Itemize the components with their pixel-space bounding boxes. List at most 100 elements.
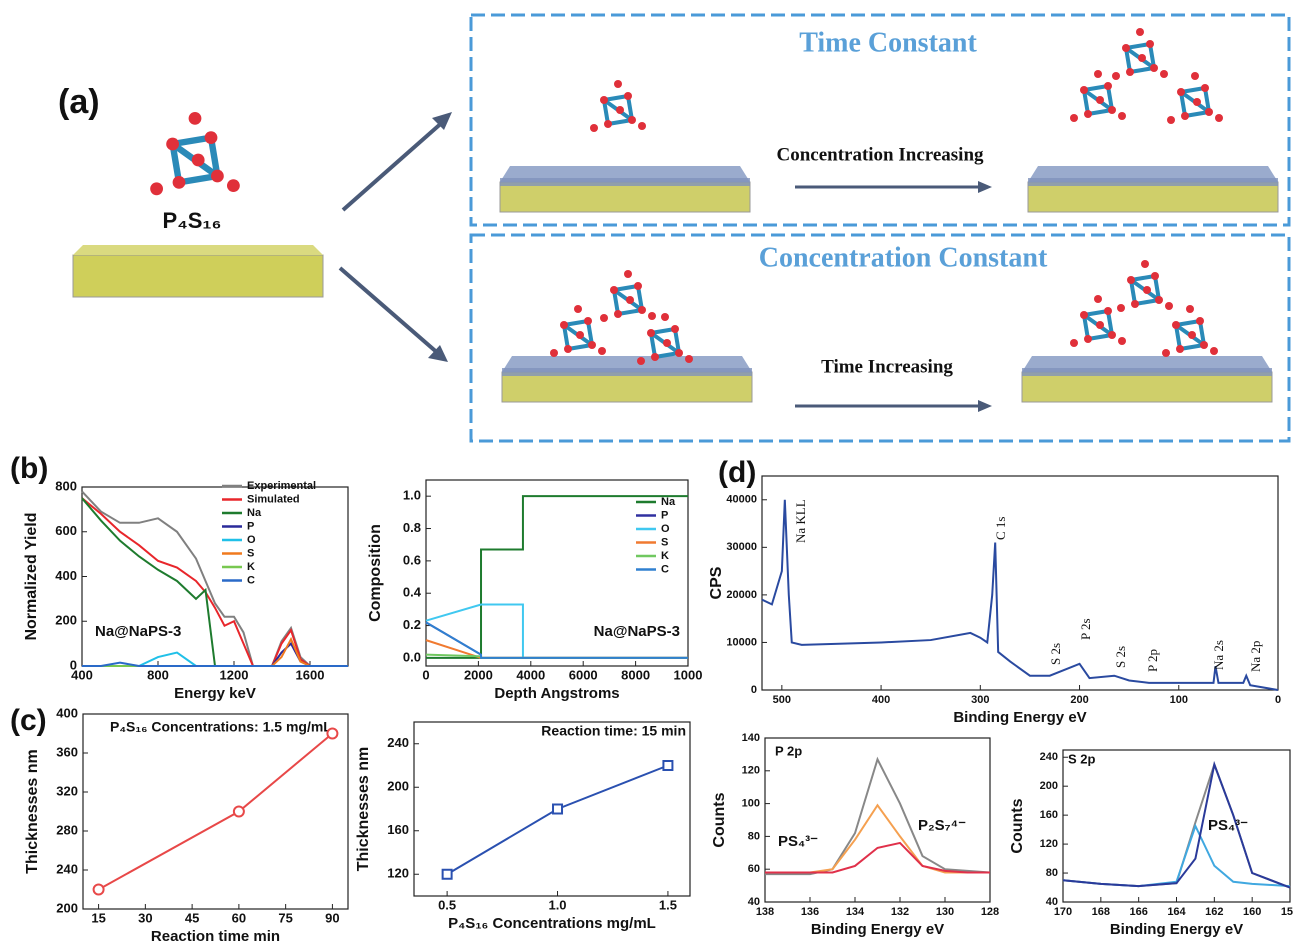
annotation: P 2p xyxy=(775,743,802,758)
molecule-icon xyxy=(600,270,656,322)
y-axis-label: Counts xyxy=(1009,798,1026,853)
y-tick-label: 160 xyxy=(1040,809,1058,821)
arrow-head xyxy=(978,181,992,193)
slab xyxy=(1028,166,1278,212)
annotation: Na 2p xyxy=(1248,641,1263,672)
legend-label: P xyxy=(247,520,254,532)
x-tick-label: 1.0 xyxy=(548,897,566,912)
arrow-label: Concentration Increasing xyxy=(776,144,984,165)
x-tick-label: 90 xyxy=(325,910,339,925)
x-axis-label: Binding Energy eV xyxy=(953,709,1086,726)
x-tick-label: 168 xyxy=(1092,906,1110,918)
x-axis-label: Energy keV xyxy=(174,685,256,702)
y-axis-label: Counts xyxy=(711,792,728,847)
series-line xyxy=(762,500,1278,690)
y-tick-label: 60 xyxy=(748,863,760,875)
figure: (a) P₄S₁₆ Time Constant Concentration In… xyxy=(0,0,1293,944)
x-tick-label: 134 xyxy=(846,906,865,918)
box-title: Concentration Constant xyxy=(759,242,1048,273)
x-tick-label: 1.5 xyxy=(659,897,677,912)
legend-label: C xyxy=(661,563,669,575)
y-tick-label: 100 xyxy=(742,798,760,810)
y-tick-label: 160 xyxy=(387,822,409,837)
panel-label: (b) xyxy=(10,452,48,485)
panel-a: (a) P₄S₁₆ Time Constant Concentration In… xyxy=(58,15,1289,441)
molecule-label: P₄S₁₆ xyxy=(163,208,222,233)
series-line xyxy=(99,734,333,890)
x-tick-label: 75 xyxy=(278,910,292,925)
x-tick-label: 132 xyxy=(891,906,909,918)
plot-frame xyxy=(762,476,1278,690)
y-tick-label: 40 xyxy=(1046,896,1058,908)
annotation: Na@NaPS-3 xyxy=(95,623,181,640)
y-tick-label: 0 xyxy=(751,684,757,696)
y-tick-label: 360 xyxy=(56,744,78,759)
annotation: PS₄³⁻ xyxy=(778,833,818,850)
panel-label: (a) xyxy=(58,83,100,121)
molecule-icon xyxy=(1162,305,1218,357)
molecule-icon xyxy=(550,305,606,357)
y-tick-label: 120 xyxy=(742,765,760,777)
y-axis-label: Composition xyxy=(367,524,384,622)
legend-label: S xyxy=(247,547,254,559)
y-tick-label: 240 xyxy=(387,735,409,750)
data-point xyxy=(234,807,244,817)
data-point xyxy=(94,885,104,895)
x-axis-label: P₄S₁₆ Concentrations mg/mL xyxy=(448,915,656,932)
x-tick-label: 500 xyxy=(773,694,791,706)
y-tick-label: 240 xyxy=(1040,751,1058,763)
y-tick-label: 20000 xyxy=(726,589,757,601)
molecule-icon xyxy=(1117,260,1173,312)
legend-label: K xyxy=(247,561,255,573)
data-point xyxy=(663,761,672,770)
y-tick-label: 600 xyxy=(55,523,77,538)
y-tick-label: 30000 xyxy=(726,541,757,553)
annotation: Na 2s xyxy=(1211,640,1226,670)
y-tick-label: 0.0 xyxy=(403,649,421,664)
series-line xyxy=(1063,764,1290,887)
x-tick-label: 128 xyxy=(981,906,999,918)
x-tick-label: 30 xyxy=(138,910,152,925)
series-line xyxy=(447,766,668,875)
x-tick-label: 1200 xyxy=(220,667,249,682)
data-point xyxy=(327,729,337,739)
legend-label: Na xyxy=(661,496,676,508)
x-tick-label: 8000 xyxy=(621,667,650,682)
plot-frame xyxy=(83,714,348,909)
y-tick-label: 400 xyxy=(56,705,78,720)
series-line xyxy=(1063,826,1290,886)
y-tick-label: 10000 xyxy=(726,636,757,648)
x-tick-label: 158 xyxy=(1281,906,1293,918)
legend-label: S xyxy=(661,536,668,548)
series-line xyxy=(1063,764,1290,887)
legend-label: C xyxy=(247,574,255,586)
chart-title: P₄S₁₆ Concentrations: 1.5 mg/mL xyxy=(110,719,332,735)
y-axis-label: Normalized Yield xyxy=(23,512,40,640)
y-tick-label: 120 xyxy=(1040,838,1058,850)
legend-label: Na xyxy=(247,507,262,519)
x-tick-label: 164 xyxy=(1167,906,1186,918)
x-tick-label: 160 xyxy=(1243,906,1261,918)
legend-label: Experimental xyxy=(247,480,316,492)
slab xyxy=(500,166,750,212)
y-tick-label: 800 xyxy=(55,478,77,493)
x-tick-label: 162 xyxy=(1205,906,1223,918)
annotation: P₂S₇⁴⁻ xyxy=(918,817,966,834)
x-tick-label: 1000 xyxy=(674,667,703,682)
arrow xyxy=(340,268,440,355)
legend-label: O xyxy=(247,534,256,546)
annotation: P 2s xyxy=(1078,618,1093,640)
x-tick-label: 45 xyxy=(185,910,199,925)
slab xyxy=(502,356,752,402)
annotation: Na KLL xyxy=(793,499,808,543)
x-tick-label: 200 xyxy=(1070,694,1088,706)
arrow-head xyxy=(978,400,992,412)
y-tick-label: 200 xyxy=(55,613,77,628)
x-tick-label: 6000 xyxy=(569,667,598,682)
slab xyxy=(1022,356,1272,402)
legend-label: Simulated xyxy=(247,493,300,505)
x-tick-label: 15 xyxy=(91,910,105,925)
y-tick-label: 200 xyxy=(56,900,78,915)
x-tick-label: 400 xyxy=(872,694,890,706)
x-tick-label: 60 xyxy=(232,910,246,925)
